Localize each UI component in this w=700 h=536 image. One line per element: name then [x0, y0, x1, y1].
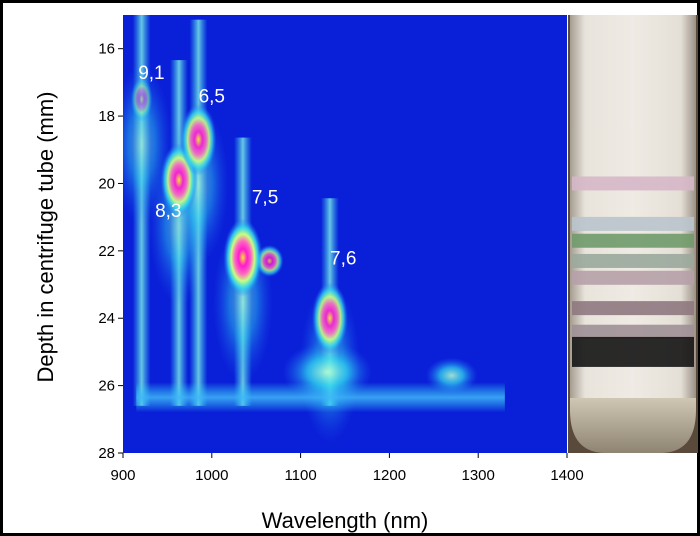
tube-band	[572, 324, 694, 339]
peak-label: 7,5	[252, 188, 278, 209]
tube-band	[572, 301, 694, 316]
x-axis-label: Wavelength (nm)	[262, 508, 429, 533]
tube-band	[572, 233, 694, 248]
tube-band	[572, 336, 694, 367]
peak-mark	[311, 282, 348, 355]
peak-mark	[180, 103, 217, 176]
x-tick-label: 1000	[195, 467, 228, 484]
y-tick-label: 26	[98, 378, 115, 395]
tube-band	[572, 176, 694, 191]
tube-band	[572, 270, 694, 285]
tube-band	[572, 216, 694, 231]
tube-band	[572, 253, 694, 268]
centrifuge-tube-photo	[568, 15, 698, 453]
peak-mark	[223, 218, 263, 297]
peak-label: 9,1	[138, 63, 164, 84]
y-tick-label: 24	[98, 310, 115, 327]
x-tick-label: 1400	[550, 467, 583, 484]
x-axis-ticks: 900 1000 1100 1200 1300 1400	[110, 453, 584, 484]
x-tick-label: 1300	[462, 467, 495, 484]
y-tick-label: 16	[98, 41, 115, 58]
y-tick-label: 18	[98, 108, 115, 125]
peak-label: 8,3	[155, 201, 181, 222]
y-tick-label: 28	[98, 445, 115, 462]
glow-region	[255, 244, 284, 277]
peak-mark	[130, 77, 153, 122]
glow-floor	[136, 382, 505, 413]
x-tick-label: 1100	[284, 467, 316, 484]
x-tick-label: 900	[110, 467, 135, 484]
x-tick-label: 1200	[373, 467, 406, 484]
peak-label: 6,5	[199, 87, 225, 108]
y-axis-ticks: 16 18 20 22 24 26 28	[98, 41, 123, 462]
heatmap-peaks	[130, 77, 348, 355]
tube-bottom	[570, 398, 696, 453]
peak-label: 7,6	[330, 248, 356, 269]
y-axis-label: Depth in centrifuge tube (mm)	[33, 91, 58, 382]
heatmap-plot	[123, 15, 567, 453]
y-tick-label: 20	[98, 175, 115, 192]
tube-bands	[572, 176, 694, 367]
y-tick-label: 22	[98, 243, 115, 260]
